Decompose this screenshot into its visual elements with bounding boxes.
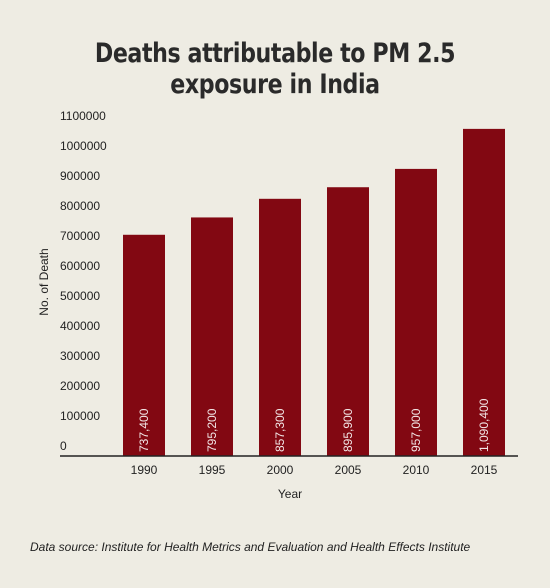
x-tick-label: 1990 — [131, 463, 158, 477]
bar-value-label: 1,090,400 — [477, 398, 491, 452]
y-tick-label: 100000 — [60, 409, 100, 423]
x-tick-label: 2010 — [403, 463, 430, 477]
y-tick-label: 800000 — [60, 199, 100, 213]
y-tick-label: 1000000 — [60, 139, 107, 153]
y-tick-label: 0 — [60, 439, 67, 453]
bar-value-label: 895,900 — [341, 408, 355, 452]
y-tick-label: 500000 — [60, 289, 100, 303]
x-tick-label: 2005 — [335, 463, 362, 477]
y-tick-label: 600000 — [60, 259, 100, 273]
data-labels: 737,400 795,200 857,300 895,900 957,000 1,090… — [137, 398, 491, 452]
bar-1990 — [123, 234, 165, 456]
chart-title: Deaths attributable to PM 2.5 exposure i… — [94, 38, 456, 100]
x-axis-ticks: 1990 1995 2000 2005 2010 2015 — [131, 463, 498, 477]
bar-2005 — [327, 187, 369, 457]
data-source-note: Data source: Institute for Health Metric… — [30, 540, 471, 554]
y-axis-ticks: 0 100000 200000 300000 400000 500000 600000 700… — [60, 109, 107, 453]
x-tick-label: 2000 — [267, 463, 294, 477]
y-tick-label: 1100000 — [60, 109, 106, 123]
y-axis-label: No. of Death — [37, 248, 51, 315]
y-tick-label: 900000 — [60, 169, 100, 183]
bar-2000 — [259, 198, 301, 456]
y-tick-label: 200000 — [60, 379, 100, 393]
bar-2010 — [395, 168, 437, 456]
x-axis-label: Year — [278, 487, 302, 501]
y-tick-label: 300000 — [60, 349, 100, 363]
bars — [123, 128, 505, 457]
bar-2015 — [463, 128, 505, 456]
bar-value-label: 857,300 — [273, 408, 287, 452]
y-tick-label: 400000 — [60, 319, 100, 333]
bar-value-label: 957,000 — [409, 408, 423, 452]
x-tick-label: 2015 — [471, 463, 498, 477]
y-tick-label: 700000 — [60, 229, 100, 243]
bar-value-label: 737,400 — [137, 408, 151, 452]
bar-1995 — [191, 217, 233, 456]
bar-value-label: 795,200 — [205, 408, 219, 452]
x-tick-label: 1995 — [199, 463, 226, 477]
